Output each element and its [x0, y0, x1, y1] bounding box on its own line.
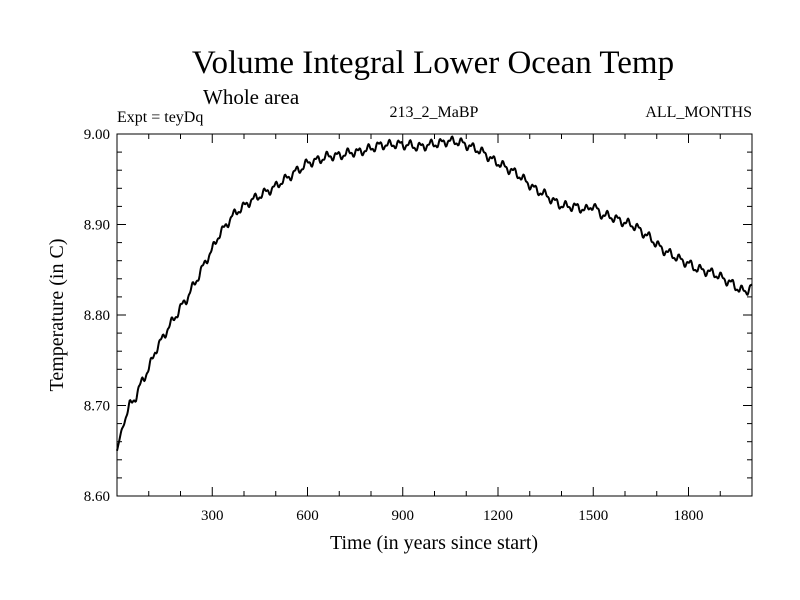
experiment-label: Expt = teyDq: [117, 109, 203, 126]
y-tick-label: 8.70: [84, 399, 110, 415]
y-tick-label: 9.00: [84, 127, 110, 143]
y-tick-label: 8.80: [84, 308, 110, 324]
chart-subtitle: Whole area: [203, 85, 300, 109]
x-tick-label: 300: [201, 508, 224, 524]
x-axis-label: Time (in years since start): [330, 532, 538, 554]
axis-ticks: 300 600 900 1200 1500 1800 8.60 8.70 8.80 8.90 9.0…: [84, 127, 752, 524]
x-tick-label: 1800: [674, 508, 704, 524]
y-tick-label: 8.60: [84, 489, 110, 505]
months-label: ALL_MONTHS: [645, 104, 752, 121]
x-tick-label: 1200: [483, 508, 513, 524]
y-axis-label: Temperature (in C): [46, 239, 68, 392]
series-line: [116, 135, 753, 451]
x-tick-label: 900: [392, 508, 415, 524]
x-tick-label: 600: [296, 508, 319, 524]
run-id-label: 213_2_MaBP: [390, 104, 479, 121]
series-layer: [116, 135, 753, 451]
x-tick-label: 1500: [578, 508, 608, 524]
y-tick-label: 8.90: [84, 218, 110, 234]
chart-title: Volume Integral Lower Ocean Temp: [192, 45, 674, 81]
